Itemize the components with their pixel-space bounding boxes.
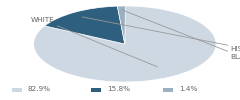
Text: BLACK: BLACK bbox=[122, 10, 240, 60]
Text: 1.4%: 1.4% bbox=[179, 86, 197, 92]
Wedge shape bbox=[34, 6, 216, 82]
FancyBboxPatch shape bbox=[12, 88, 22, 92]
Text: 15.8%: 15.8% bbox=[107, 86, 130, 92]
Wedge shape bbox=[45, 6, 125, 44]
FancyBboxPatch shape bbox=[91, 88, 101, 92]
Wedge shape bbox=[117, 6, 125, 44]
Text: WHITE: WHITE bbox=[31, 17, 157, 67]
Text: HISPANIC: HISPANIC bbox=[83, 17, 240, 52]
FancyBboxPatch shape bbox=[163, 88, 173, 92]
Text: 82.9%: 82.9% bbox=[28, 86, 51, 92]
